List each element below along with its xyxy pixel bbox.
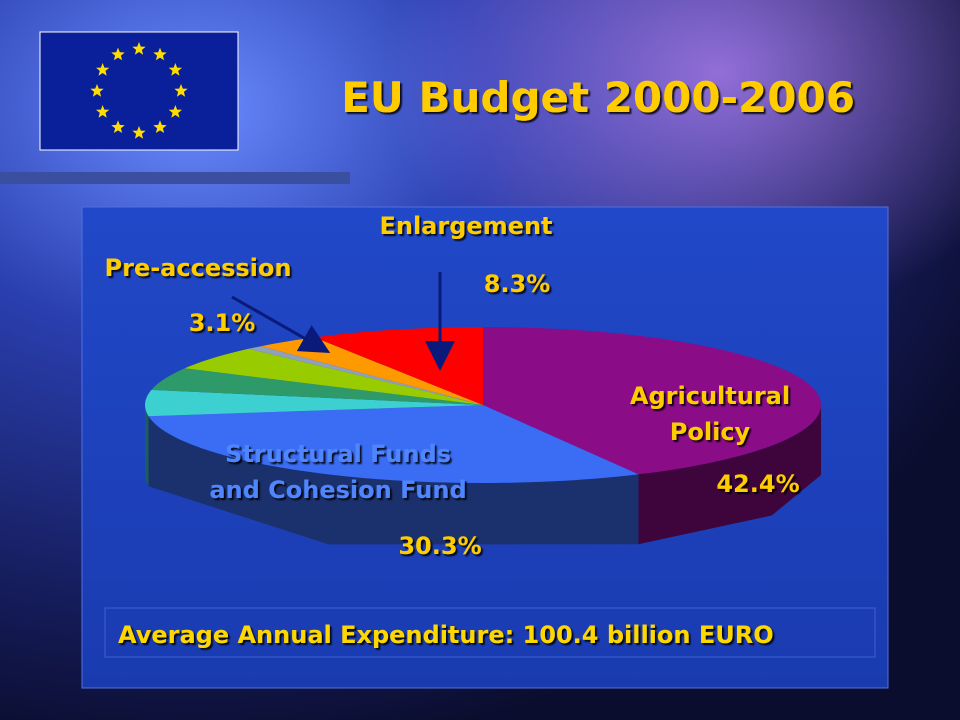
slice-side (148, 416, 639, 545)
slice (248, 346, 483, 405)
star (96, 63, 110, 76)
star (174, 84, 188, 97)
slice-label: Pre-accession (105, 254, 292, 282)
star (90, 84, 104, 97)
footer-box (104, 607, 876, 658)
star (168, 63, 182, 76)
slice (483, 327, 821, 475)
star (96, 105, 110, 118)
footer-text: Average Annual Expenditure: 100.4 billio… (118, 621, 774, 649)
slice (148, 405, 639, 483)
star (111, 120, 125, 133)
slice-label: Agricultural Policy (630, 382, 790, 446)
star (153, 47, 167, 61)
slice (184, 348, 484, 405)
value-label: 42.4% (716, 470, 799, 498)
slice-side (638, 405, 821, 545)
star (168, 105, 182, 118)
star (132, 126, 146, 139)
slice-side (145, 405, 149, 487)
value-label: 30.3% (398, 532, 481, 560)
arrow (231, 295, 331, 353)
slide-title: EU Budget 2000-2006 (341, 73, 855, 122)
title-bar (0, 172, 350, 184)
flag-stars (90, 42, 188, 139)
value-label: 8.3% (484, 270, 551, 298)
star (111, 47, 125, 61)
slice-label: Structural Funds and Cohesion Fund (209, 440, 466, 504)
slice-label: Enlargement (379, 212, 552, 240)
slice (261, 337, 483, 405)
value-label: 3.1% (189, 309, 256, 337)
slice (151, 368, 483, 405)
pie-chart: Agricultural Policy 42.4% Structural Funds a… (105, 212, 821, 560)
star (153, 120, 167, 133)
star (132, 42, 146, 55)
slice (145, 389, 483, 417)
